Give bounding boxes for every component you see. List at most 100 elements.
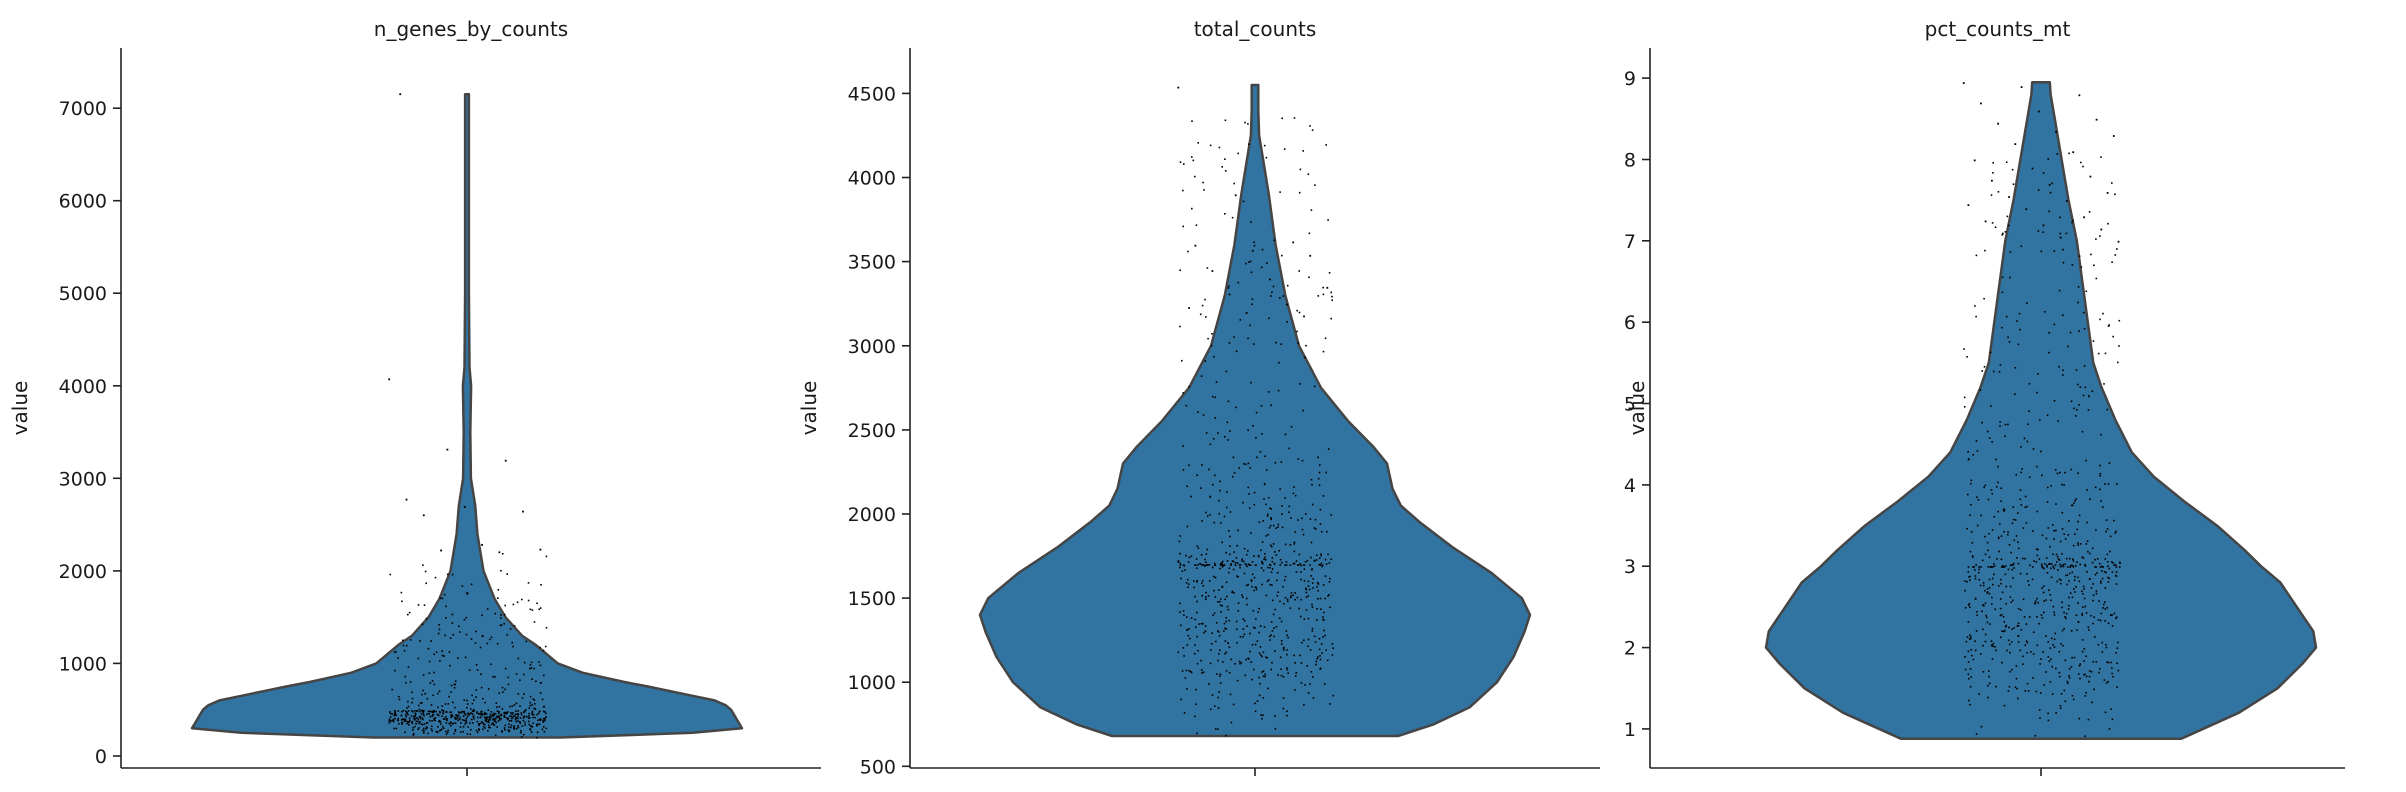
- jitter-point: [1234, 564, 1237, 566]
- y-tick-label: 5000: [59, 283, 107, 305]
- y-tick-label: 2500: [848, 420, 896, 442]
- jitter-point: [1188, 669, 1190, 672]
- jitter-point: [1302, 409, 1304, 412]
- y-tick-label: 5: [1624, 394, 1636, 416]
- jitter-point: [2046, 414, 2049, 417]
- jitter-point: [2056, 580, 2059, 583]
- jitter-point: [507, 729, 510, 731]
- jitter-point: [517, 693, 520, 695]
- jitter-point: [2055, 553, 2058, 556]
- jitter-point: [1279, 656, 1282, 659]
- jitter-point: [2011, 668, 2013, 671]
- jitter-point: [404, 731, 406, 734]
- jitter-point: [1320, 530, 1323, 533]
- jitter-point: [2059, 232, 2061, 235]
- jitter-point: [2077, 544, 2079, 546]
- jitter-point: [1224, 158, 1226, 160]
- jitter-point: [542, 726, 545, 728]
- jitter-point: [2105, 519, 2108, 521]
- jitter-point: [1279, 564, 1281, 566]
- jitter-point: [1987, 549, 1989, 552]
- jitter-point: [411, 720, 413, 723]
- jitter-point: [1198, 623, 1200, 625]
- jitter-point: [2108, 567, 2111, 570]
- jitter-point: [475, 689, 477, 691]
- jitter-point: [441, 715, 443, 717]
- jitter-point: [2035, 561, 2038, 563]
- jitter-point: [2111, 182, 2113, 184]
- jitter-point: [2003, 510, 2005, 512]
- jitter-point: [450, 724, 452, 727]
- jitter-point: [1298, 191, 1301, 194]
- jitter-point: [1196, 545, 1199, 547]
- jitter-point: [1232, 456, 1235, 459]
- jitter-point: [1183, 712, 1186, 714]
- jitter-point: [2029, 616, 2031, 618]
- jitter-point: [401, 718, 404, 720]
- jitter-point: [2087, 718, 2090, 721]
- jitter-point: [2042, 172, 2045, 174]
- jitter-point: [512, 645, 514, 648]
- jitter-point: [466, 712, 469, 715]
- jitter-point: [2047, 527, 2050, 529]
- jitter-point: [1290, 517, 1292, 519]
- jitter-point: [475, 664, 478, 666]
- jitter-point: [461, 719, 464, 721]
- jitter-point: [2001, 276, 2004, 279]
- jitter-point: [2053, 611, 2055, 614]
- jitter-point: [495, 702, 498, 704]
- jitter-point: [539, 718, 542, 720]
- jitter-point: [1964, 668, 1967, 671]
- jitter-point: [442, 709, 445, 712]
- jitter-point: [1978, 568, 1980, 571]
- jitter-point: [2111, 672, 2113, 675]
- jitter-point: [494, 713, 497, 715]
- jitter-point: [419, 710, 421, 713]
- jitter-point: [1975, 440, 1978, 442]
- jitter-point: [1286, 321, 1288, 323]
- jitter-point: [1187, 250, 1189, 253]
- jitter-point: [1182, 189, 1184, 192]
- jitter-point: [1974, 649, 1977, 652]
- jitter-point: [1986, 541, 1989, 544]
- jitter-point: [450, 684, 453, 687]
- jitter-point: [1300, 564, 1303, 567]
- jitter-point: [1307, 580, 1310, 583]
- jitter-point: [438, 711, 441, 713]
- jitter-point: [1211, 694, 1214, 696]
- jitter-point: [531, 678, 533, 680]
- jitter-point: [1211, 566, 1214, 569]
- jitter-point: [470, 728, 472, 731]
- jitter-point: [1317, 589, 1319, 592]
- jitter-point: [1976, 496, 1978, 498]
- jitter-point: [1988, 532, 1990, 535]
- jitter-point: [446, 573, 449, 576]
- jitter-point: [1228, 553, 1231, 556]
- jitter-point: [2006, 215, 2009, 218]
- jitter-point: [501, 686, 504, 689]
- jitter-point: [1244, 563, 1247, 565]
- jitter-point: [1260, 549, 1262, 552]
- jitter-point: [1267, 496, 1270, 499]
- jitter-point: [1267, 513, 1269, 516]
- jitter-point: [492, 722, 494, 724]
- jitter-point: [2004, 435, 2006, 438]
- jitter-point: [454, 716, 456, 719]
- y-tick-label: 3: [1624, 556, 1636, 578]
- jitter-point: [1316, 619, 1318, 621]
- jitter-point: [496, 642, 499, 645]
- jitter-point: [1255, 588, 1258, 591]
- jitter-point: [2058, 366, 2060, 368]
- jitter-point: [503, 712, 505, 714]
- jitter-point: [2002, 508, 2005, 510]
- jitter-point: [2040, 614, 2043, 616]
- jitter-point: [1219, 480, 1221, 483]
- jitter-point: [2039, 717, 2041, 719]
- jitter-point: [1206, 267, 1209, 269]
- jitter-point: [431, 730, 433, 732]
- jitter-point: [1253, 589, 1255, 592]
- outlier-point: [2100, 228, 2103, 231]
- jitter-point: [2041, 617, 2044, 619]
- jitter-point: [1225, 628, 1228, 630]
